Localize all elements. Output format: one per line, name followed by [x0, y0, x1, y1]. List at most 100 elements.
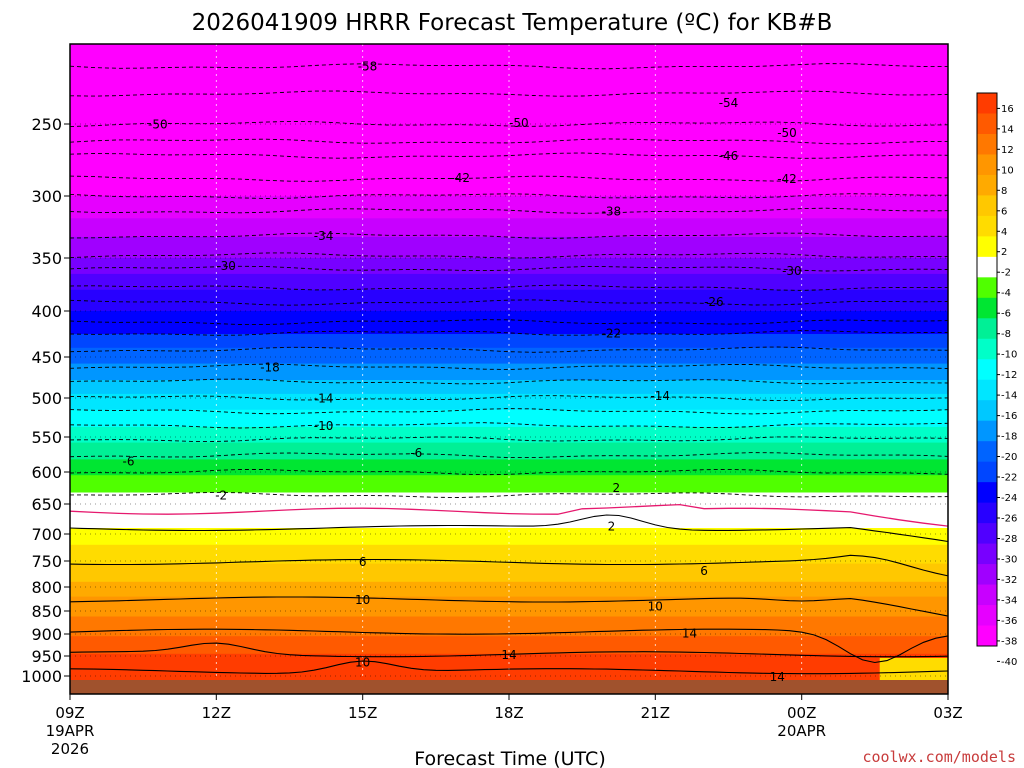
contour-label: -54: [719, 96, 739, 110]
contour-label: -26: [704, 295, 724, 309]
colorbar-swatch: [977, 359, 997, 381]
x-tick-label: 15Z: [348, 704, 377, 722]
isotherm-negative: [69, 284, 948, 291]
colorbar-label: 8: [1001, 186, 1007, 197]
colorbar-label: -20: [1001, 452, 1017, 463]
colorbar-swatch: [977, 195, 997, 217]
y-tick-label: 400: [31, 302, 62, 321]
colorbar-swatch: [977, 338, 997, 360]
colorbar-swatch: [977, 277, 997, 299]
colorbar-swatch: [977, 605, 997, 627]
isotherm-positive: [69, 554, 949, 577]
isotherm-negative: [69, 232, 948, 239]
colorbar-label: -24: [1001, 493, 1017, 504]
warm-core-region: [589, 654, 750, 678]
colorbar-label: -6: [1001, 309, 1011, 320]
colorbar-frame: [976, 92, 998, 647]
colorbar-swatch: [977, 420, 997, 442]
contour-label: 10: [355, 656, 370, 670]
y-tick-label: 250: [31, 115, 62, 134]
contour-label: 2: [612, 481, 620, 495]
contour-label: -6: [123, 454, 135, 468]
colorbar-swatch: [977, 482, 997, 504]
isotherm-positive: [69, 596, 949, 617]
contour-label: -42: [777, 172, 797, 186]
contour-label: -22: [602, 327, 622, 341]
colorbar-label: -34: [1001, 595, 1017, 606]
x-tick-label: 12Z: [202, 704, 231, 722]
colorbar-label: -40: [1001, 657, 1017, 668]
y-tick-label: 350: [31, 249, 62, 268]
contour-label: 14: [501, 648, 516, 662]
ground-surface: [70, 680, 948, 694]
colorbar-label: -26: [1001, 514, 1017, 525]
y-tick-label: 650: [31, 495, 62, 514]
chart-title: 2026041909 HRRR Forecast Temperature (ºC…: [192, 10, 833, 36]
contour-label: -50: [509, 116, 529, 130]
colorbar-swatch: [977, 400, 997, 422]
x-tick-label: 18Z: [494, 704, 523, 722]
y-tick-label: 750: [31, 552, 62, 571]
x-tick-label: 09Z: [55, 704, 84, 722]
y-tick-label: 800: [31, 578, 62, 597]
y-tick-label: 450: [31, 348, 62, 367]
contour-label: 6: [359, 555, 367, 569]
colorbar-label: 10: [1001, 165, 1014, 176]
contour-labels: -58-50 -50-54-50-46-42 -42-38-34-30 -30-26-…: [123, 60, 802, 684]
contour-label: 14: [770, 670, 785, 684]
y-tick-label: 1000: [21, 667, 62, 686]
x-tick-year: 2026: [51, 740, 89, 758]
contour-label: 10: [355, 593, 370, 607]
isotherm-negative: [69, 90, 949, 97]
cool-surface-region: [879, 658, 948, 680]
colorbar-label: -10: [1001, 350, 1017, 361]
contour-label: -50: [148, 118, 168, 132]
contour-label: -58: [358, 60, 378, 74]
x-tick-date: 20APR: [777, 722, 826, 740]
y-tick-label: 600: [31, 463, 62, 482]
colorbar-label: -12: [1001, 370, 1017, 381]
colorbar-label: -36: [1001, 616, 1017, 627]
contour-label: 6: [700, 564, 708, 578]
colorbar-swatch: [977, 502, 997, 524]
colorbar-label: -38: [1001, 636, 1017, 647]
colorbar-label: 2: [1001, 247, 1007, 258]
colorbar-swatch: [977, 236, 997, 258]
colorbar-swatch: [977, 215, 997, 237]
x-tick-label: 00Z: [787, 704, 816, 722]
colorbar-label: -8: [1001, 329, 1011, 340]
isotherm-positive: [69, 642, 949, 658]
colorbar-swatch: [977, 625, 997, 647]
x-tick-date: 19APR: [46, 722, 95, 740]
colorbar-swatch: [977, 93, 997, 114]
colorbar-swatch: [977, 256, 997, 278]
contour-label: -6: [410, 446, 422, 460]
contour-label: -2: [215, 489, 227, 503]
y-tick-label: 700: [31, 525, 62, 544]
x-axis-label: Forecast Time (UTC): [414, 748, 605, 768]
colorbar-label: 4: [1001, 227, 1007, 238]
colorbar-swatch: [977, 461, 997, 483]
colorbar-swatch: [977, 564, 997, 586]
isotherm-negative: [69, 175, 949, 182]
contour-label: -18: [260, 360, 280, 374]
colorbar-label: -2: [1001, 268, 1011, 279]
contour-label: -34: [314, 229, 334, 243]
colorbar-label: -18: [1001, 432, 1017, 443]
contour-label: -30: [216, 259, 236, 273]
y-tick-label: 950: [31, 647, 62, 666]
isotherm-positive: [69, 514, 949, 543]
colorbar-label: -14: [1001, 391, 1017, 402]
contour-label: -14: [314, 392, 334, 406]
contour-label: 2: [608, 520, 616, 534]
colorbar-swatch: [977, 543, 997, 565]
colorbar-swatch: [977, 318, 997, 340]
colorbar-label: -30: [1001, 555, 1017, 566]
contour-label: -30: [782, 264, 802, 278]
contour-label: 14: [682, 627, 697, 641]
colorbar-swatch: [977, 297, 997, 319]
x-tick-label: 03Z: [933, 704, 962, 722]
contour-label: -10: [314, 419, 334, 433]
y-tick-label: 550: [31, 428, 62, 447]
